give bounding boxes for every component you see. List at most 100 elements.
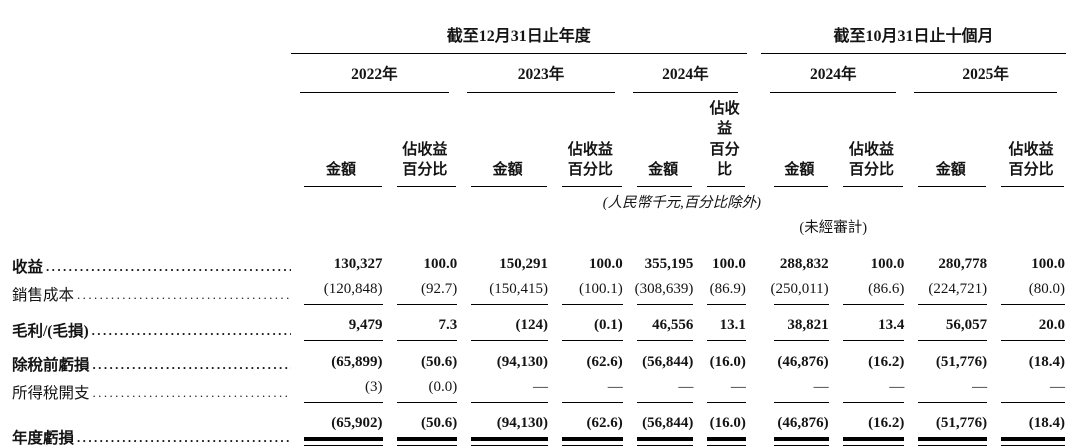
cell-value: —	[988, 375, 1066, 403]
unaudited-note: (未經審計)	[799, 220, 868, 236]
cell-value: (16.0)	[694, 403, 747, 448]
group-gap	[747, 403, 761, 448]
cell-value: —	[830, 375, 906, 403]
unaudited-note-row: (未經審計)	[12, 213, 1066, 239]
amount-header: 金額	[624, 93, 695, 187]
cell-value: (65,902)	[291, 403, 384, 448]
group-gap	[747, 305, 761, 341]
cell-value: (18.4)	[988, 403, 1066, 448]
cell-value: —	[624, 375, 695, 403]
cell-value: 100.0	[870, 256, 905, 272]
row-label: 年度虧損....................................…	[12, 403, 291, 448]
cell-value: (86.9)	[694, 277, 747, 305]
amount-header: 金額	[761, 93, 830, 187]
year-2022: 2022年	[291, 54, 459, 93]
row-label-text: 銷售成本	[12, 287, 75, 304]
cell-value: (51,776)	[905, 403, 988, 448]
cell-value: (50.6)	[420, 354, 458, 370]
cell-value: (46,876)	[761, 403, 830, 448]
cell-value: 9,479	[291, 305, 384, 341]
cell-value: 13.1	[694, 305, 747, 341]
period-group-year-ended: 截至12月31日止年度	[290, 10, 747, 54]
cell-value: 150,291	[499, 256, 549, 272]
cell-value: —	[549, 375, 624, 403]
year-2023: 2023年	[458, 54, 624, 93]
cell-value: 38,821	[761, 305, 830, 341]
cell-value: (56,844)	[642, 354, 694, 370]
cell-value: (50.6)	[384, 403, 459, 448]
cell-value: 46,556	[624, 305, 695, 341]
cell-value: —	[905, 375, 988, 403]
amount-header: 金額	[291, 93, 384, 187]
cell-value: (16.2)	[868, 354, 905, 370]
year-2024-ten-months: 2024年	[761, 54, 905, 93]
cell-value: (56,844)	[624, 403, 695, 448]
cell-value: 7.3	[384, 305, 459, 341]
cell-value: —	[458, 375, 549, 403]
cell-value: 20.0	[988, 305, 1066, 341]
cell-value: (224,721)	[905, 277, 988, 305]
cell-value: (100.1)	[549, 277, 624, 305]
cell-value: (46,876)	[777, 354, 829, 370]
row-label: 銷售成本....................................…	[12, 277, 291, 305]
cell-value: (308,639)	[624, 277, 695, 305]
row-label-text: 除稅前虧損	[12, 357, 90, 374]
results-of-operations-table: 截至12月31日止年度 截至10月31日止十個月 2022年 2023年 202…	[12, 10, 1066, 448]
pct-of-revenue-header: 佔收益 百分比	[988, 93, 1066, 187]
table-row: 收益......................................…	[12, 239, 1066, 277]
table-row: 銷售成本....................................…	[12, 277, 1066, 305]
row-label-text: 收益	[12, 259, 44, 276]
dot-leader: ........................................…	[92, 385, 291, 400]
cell-value: 13.4	[830, 305, 906, 341]
cell-value: (62.6)	[586, 354, 623, 370]
cell-value: 100.0	[1031, 256, 1065, 272]
cell-value: (18.4)	[1028, 354, 1065, 370]
currency-note: (人民幣千元,百分比除外)	[602, 195, 762, 211]
row-label: 除稅前虧損...................................…	[12, 341, 291, 375]
cell-value: —	[761, 375, 830, 403]
label-column-spacer	[12, 10, 291, 54]
cell-value: (250,011)	[761, 277, 830, 305]
cell-value: (92.7)	[384, 277, 459, 305]
cell-value: (16.0)	[709, 354, 746, 370]
cell-value: 100.0	[423, 256, 458, 272]
row-label-text: 毛利/(毛損)	[12, 323, 89, 340]
currency-note-row: (人民幣千元,百分比除外)	[12, 187, 1066, 213]
year-2025-ten-months: 2025年	[905, 54, 1066, 93]
table-row: 毛利/(毛損).................................…	[12, 305, 1066, 341]
row-label: 收益......................................…	[12, 239, 291, 277]
dot-leader: ........................................…	[77, 430, 291, 445]
table-row: 年度虧損....................................…	[12, 403, 1066, 448]
cell-value: (0.0)	[384, 375, 459, 403]
column-subheader-row: 金額 佔收益 百分比 金額 佔收益 百分比 金額 佔收益 百分比 金額 佔收益 百分比 …	[12, 93, 1066, 187]
cell-value: 130,327	[333, 256, 383, 272]
dot-leader: ........................................…	[91, 323, 291, 338]
table-row: 除稅前虧損...................................…	[12, 341, 1066, 375]
period-group-ten-months: 截至10月31日止十個月	[761, 10, 1066, 54]
table-body: 收益......................................…	[12, 239, 1066, 448]
cell-value: —	[694, 375, 747, 403]
amount-header: 金額	[905, 93, 988, 187]
group-gap	[747, 341, 761, 375]
dot-leader: ........................................…	[46, 259, 291, 274]
group-gap	[747, 375, 761, 403]
group-gap	[747, 277, 761, 305]
cell-value: (62.6)	[549, 403, 624, 448]
amount-header: 金額	[458, 93, 549, 187]
group-gap	[747, 10, 761, 54]
year-2024: 2024年	[624, 54, 747, 93]
group-gap	[747, 239, 761, 277]
cell-value: (94,130)	[496, 354, 549, 370]
cell-value: 288,832	[779, 256, 829, 272]
cell-value: (16.2)	[830, 403, 906, 448]
table-row: 所得稅開支...................................…	[12, 375, 1066, 403]
year-header-row: 2022年 2023年 2024年 2024年 2025年	[12, 54, 1066, 93]
row-label-text: 年度虧損	[12, 430, 75, 447]
row-label: 毛利/(毛損).................................…	[12, 305, 291, 341]
cell-value: (94,130)	[458, 403, 549, 448]
cell-value: 100.0	[589, 256, 623, 272]
dot-leader: ........................................…	[92, 357, 291, 372]
row-label: 所得稅開支...................................…	[12, 375, 291, 403]
dot-leader: ........................................…	[77, 287, 291, 302]
pct-of-revenue-header: 佔收益 百分比	[830, 93, 906, 187]
